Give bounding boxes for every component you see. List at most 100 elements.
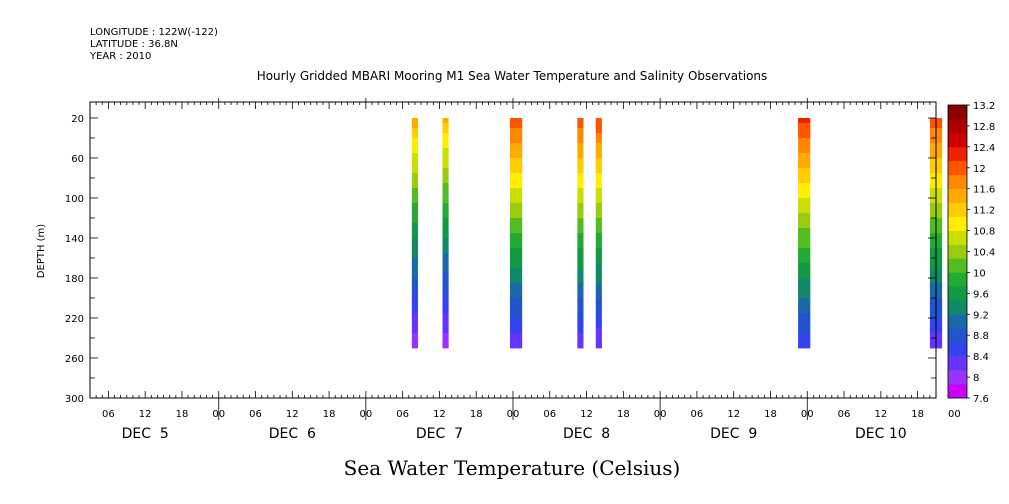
colorbar-swatch xyxy=(948,356,967,371)
colorbar-swatch xyxy=(948,342,967,357)
data-cell xyxy=(411,218,418,224)
data-cell xyxy=(798,168,811,174)
data-cell xyxy=(509,198,523,204)
data-cell xyxy=(411,298,418,304)
colorbar-swatch xyxy=(948,202,967,217)
data-cell xyxy=(411,133,418,139)
data-cell xyxy=(798,193,811,199)
data-cell xyxy=(411,323,418,329)
data-cell xyxy=(798,263,811,269)
data-cell xyxy=(798,258,811,264)
colorbar-label: 10 xyxy=(973,268,986,279)
data-cell xyxy=(798,333,811,339)
data-cell xyxy=(577,228,584,234)
colorbar-swatch xyxy=(948,230,967,245)
data-cell xyxy=(798,228,811,234)
data-cell xyxy=(577,188,584,194)
data-cell xyxy=(798,223,811,229)
data-cell xyxy=(595,213,602,219)
data-cell xyxy=(577,133,584,139)
data-cell xyxy=(798,288,811,294)
data-cell xyxy=(509,253,523,259)
data-cell xyxy=(577,143,584,149)
data-cell xyxy=(509,228,523,234)
data-cell xyxy=(442,323,449,329)
data-cell xyxy=(595,293,602,299)
data-cell xyxy=(577,328,584,334)
data-cell xyxy=(509,163,523,169)
x-day-label: DEC 5 xyxy=(122,426,169,442)
colorbar-label: 12.8 xyxy=(973,122,995,133)
data-cell xyxy=(577,148,584,154)
latitude-label: LATITUDE : 36.8N xyxy=(90,39,178,50)
x-hour-tick-label: 18 xyxy=(176,409,189,420)
data-cell xyxy=(411,233,418,239)
colorbar-swatch xyxy=(948,244,967,259)
data-cell xyxy=(798,123,811,129)
data-cell xyxy=(411,293,418,299)
data-cell xyxy=(411,268,418,274)
data-cell xyxy=(798,303,811,309)
data-cell xyxy=(798,213,811,219)
colorbar-swatch xyxy=(948,105,967,120)
data-cell xyxy=(442,218,449,224)
longitude-label: LONGITUDE : 122W(-122) xyxy=(90,27,218,38)
data-cell xyxy=(595,313,602,319)
data-cell xyxy=(509,158,523,164)
x-hour-tick-label: 00 xyxy=(948,409,961,420)
data-cell xyxy=(595,268,602,274)
data-cell xyxy=(595,338,602,344)
x-hour-tick-label: 18 xyxy=(470,409,483,420)
data-cell xyxy=(595,208,602,214)
colorbar-swatch xyxy=(948,300,967,315)
data-cell xyxy=(411,278,418,284)
data-cell xyxy=(411,153,418,159)
x-hour-tick-label: 06 xyxy=(691,409,704,420)
data-cell xyxy=(509,138,523,144)
data-cell xyxy=(577,343,584,349)
x-day-label: DEC 9 xyxy=(710,426,757,442)
data-cell xyxy=(442,183,449,189)
data-cell xyxy=(411,228,418,234)
data-cell xyxy=(595,138,602,144)
data-cell xyxy=(509,333,523,339)
colorbar-label: 8.4 xyxy=(973,352,989,363)
colorbar-swatch xyxy=(948,216,967,231)
data-cell xyxy=(442,118,449,124)
data-cell xyxy=(798,268,811,274)
data-cell xyxy=(442,288,449,294)
data-cell xyxy=(442,298,449,304)
data-cell xyxy=(442,208,449,214)
data-cell xyxy=(442,243,449,249)
data-cell xyxy=(411,158,418,164)
data-cell xyxy=(509,323,523,329)
data-cell xyxy=(595,258,602,264)
data-column xyxy=(577,118,584,349)
x-hour-tick-label: 00 xyxy=(507,409,520,420)
colorbar-label: 11.6 xyxy=(973,185,995,196)
data-cell xyxy=(509,123,523,129)
data-cell xyxy=(442,233,449,239)
data-cell xyxy=(509,293,523,299)
data-cell xyxy=(595,328,602,334)
data-cell xyxy=(577,123,584,129)
year-label: YEAR : 2010 xyxy=(89,51,151,62)
data-cell xyxy=(798,278,811,284)
data-cell xyxy=(577,118,584,124)
data-cell xyxy=(798,273,811,279)
data-cell xyxy=(577,128,584,134)
data-cell xyxy=(509,208,523,214)
data-cell xyxy=(411,173,418,179)
colorbar-label: 7.6 xyxy=(973,394,989,405)
data-column xyxy=(798,118,811,349)
y-tick-label: 300 xyxy=(65,394,84,405)
data-cell xyxy=(442,283,449,289)
data-cell xyxy=(577,308,584,314)
x-hour-tick-label: 12 xyxy=(286,409,299,420)
data-cell xyxy=(798,338,811,344)
data-cell xyxy=(595,228,602,234)
data-cell xyxy=(442,318,449,324)
colorbar-swatch xyxy=(948,118,967,134)
data-cell xyxy=(442,253,449,259)
data-cell xyxy=(442,248,449,254)
